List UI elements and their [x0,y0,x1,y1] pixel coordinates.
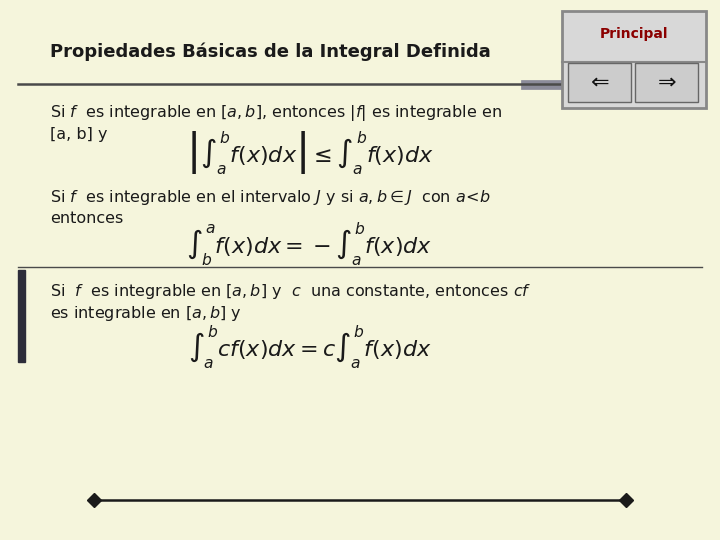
Text: ⇐: ⇐ [590,72,609,92]
Text: [a, b] y: [a, b] y [50,127,108,143]
Text: entonces: entonces [50,211,124,226]
FancyBboxPatch shape [565,13,702,62]
Text: Principal: Principal [599,27,668,41]
FancyBboxPatch shape [568,63,631,102]
Text: $\int_a^b cf(x)dx = c\int_a^b f(x)dx$: $\int_a^b cf(x)dx = c\int_a^b f(x)dx$ [188,323,431,370]
Text: $\left| \int_a^b f(x)dx \right| \leq \int_a^b f(x)dx$: $\left| \int_a^b f(x)dx \right| \leq \in… [186,129,433,176]
Text: Propiedades Básicas de la Integral Definida: Propiedades Básicas de la Integral Defin… [50,42,491,60]
Bar [18,270,25,362]
FancyBboxPatch shape [635,63,698,102]
FancyBboxPatch shape [562,11,706,108]
Text: Si  $f$  es integrable en $[a,b]$ y  $c$  una constante, entonces $cf$: Si $f$ es integrable en $[a,b]$ y $c$ un… [50,282,532,301]
Text: ⇒: ⇒ [657,72,676,92]
Text: Si $f$  es integrable en $[a,b]$, entonces $|f|$ es integrable en: Si $f$ es integrable en $[a,b]$, entonce… [50,103,503,124]
Text: $\int_b^a f(x)dx = -\int_a^b f(x)dx$: $\int_b^a f(x)dx = -\int_a^b f(x)dx$ [186,220,433,268]
Text: es integrable en $[a,b]$ y: es integrable en $[a,b]$ y [50,303,242,323]
Text: Si $f$  es integrable en el intervalo $J$ y si $a, b \in J$  con $a\!<\!b$: Si $f$ es integrable en el intervalo $J$… [50,187,491,207]
